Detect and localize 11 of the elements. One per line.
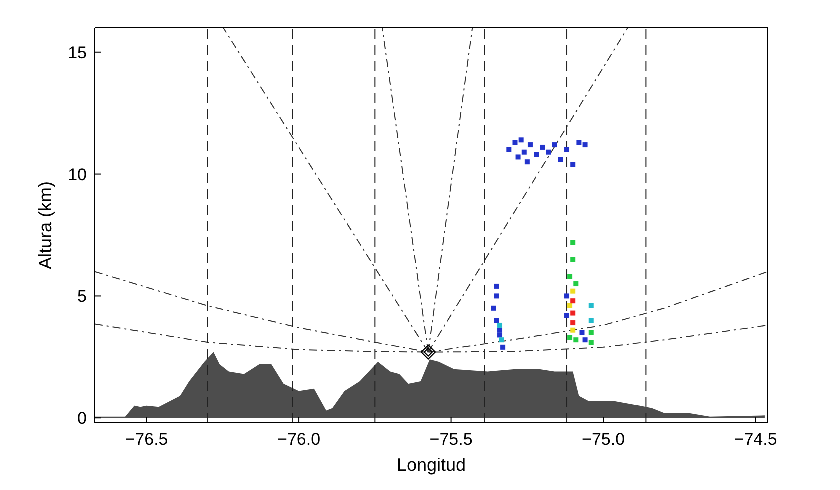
y-tick-label: 0 (78, 409, 87, 428)
y-tick-label: 5 (78, 287, 87, 306)
y-axis-title: Altura (km) (35, 181, 56, 270)
x-tick-label: −75.0 (582, 430, 626, 450)
y-tick-label: 15 (68, 43, 87, 62)
x-axis-title: Longitud (396, 455, 466, 475)
x-tick-label: −76.5 (125, 430, 168, 450)
y-tick-label: 10 (68, 165, 87, 184)
x-tick-label: −74.5 (734, 430, 778, 450)
x-tick-label: −76.0 (278, 430, 321, 450)
x-tick-label: −75.5 (430, 430, 473, 450)
